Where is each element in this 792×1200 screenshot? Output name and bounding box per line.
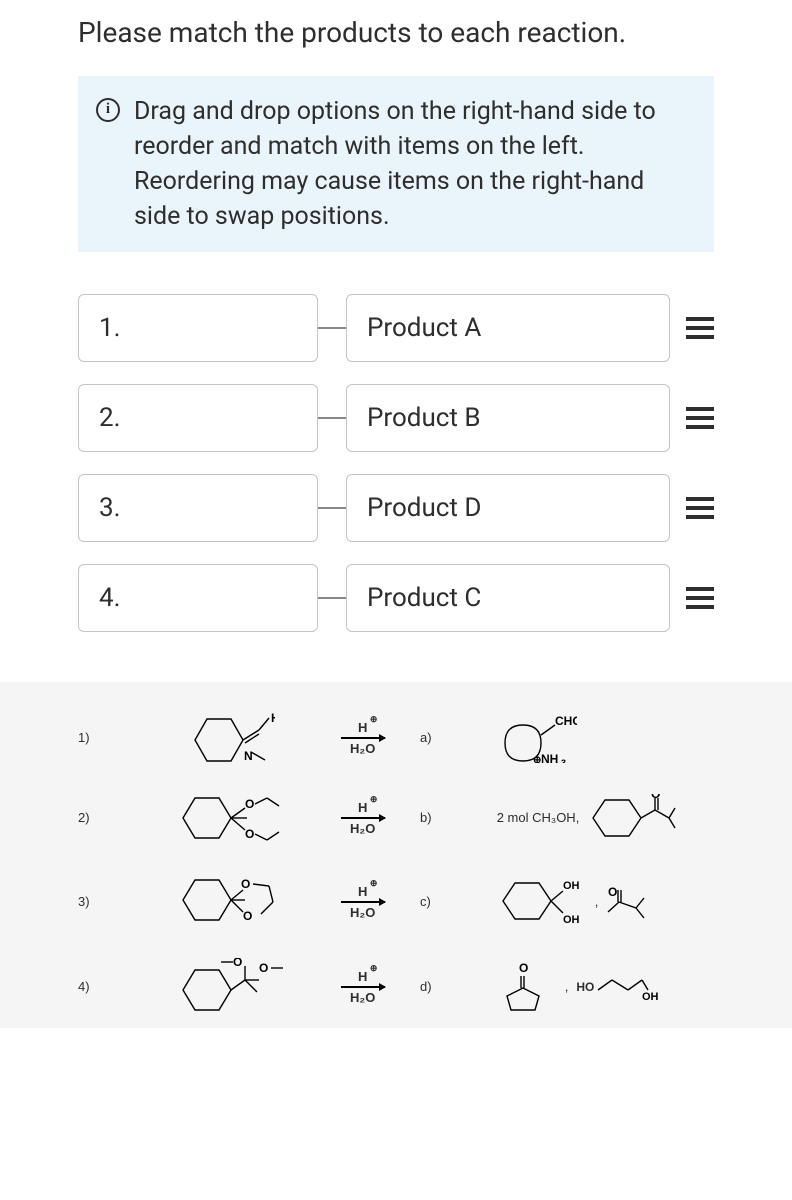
left-item-3: 3. <box>78 474 318 542</box>
connector-line <box>318 474 346 542</box>
instruction-text: Drag and drop options on the right-hand … <box>134 94 690 234</box>
drag-handle-icon[interactable] <box>670 474 714 542</box>
svg-text:O: O <box>245 827 254 841</box>
drag-handle-icon[interactable] <box>670 294 714 362</box>
svg-text:O: O <box>259 961 268 975</box>
right-item-product-d[interactable]: Product D <box>346 474 670 542</box>
right-item-product-a[interactable]: Product A <box>346 294 670 362</box>
drag-handle-icon[interactable] <box>670 564 714 632</box>
svg-text:CHO: CHO <box>555 714 577 728</box>
connector-line <box>318 564 346 632</box>
chem-reagent: H H₂O <box>319 720 406 756</box>
chemistry-reference: 1) H N H H₂O a) <box>0 682 792 1028</box>
svg-text:O: O <box>245 797 254 811</box>
match-row: 4. Product C <box>78 564 714 632</box>
svg-text:O: O <box>243 909 252 923</box>
connector-line <box>318 294 346 362</box>
chem-row-number: 1) <box>78 730 108 745</box>
svg-text:H: H <box>271 712 275 725</box>
svg-text:O: O <box>519 962 528 975</box>
chem-product-c: OH OH , O <box>497 875 714 929</box>
chem-product-letter: c) <box>420 894 446 909</box>
chem-product-a: CHO ⊕ NH 3 <box>497 713 714 763</box>
right-item-product-b[interactable]: Product B <box>346 384 670 452</box>
svg-text:O: O <box>651 794 660 801</box>
chem-structure-imine: H N <box>159 712 306 764</box>
svg-text:OH: OH <box>642 991 659 1003</box>
chem-reagent: H H₂O <box>319 800 406 836</box>
right-item-product-c[interactable]: Product C <box>346 564 670 632</box>
chem-row-number: 3) <box>78 894 108 909</box>
left-item-2: 2. <box>78 384 318 452</box>
chem-product-b: 2 mol CH₃OH, O <box>497 794 714 842</box>
svg-text:3: 3 <box>561 758 566 763</box>
svg-text:OH: OH <box>563 880 580 892</box>
svg-text:O: O <box>233 958 242 969</box>
chem-product-letter: d) <box>420 979 446 994</box>
drag-handle-icon[interactable] <box>670 384 714 452</box>
chem-product-letter: b) <box>420 810 446 825</box>
info-icon: i <box>96 98 120 122</box>
match-row: 1. Product A <box>78 294 714 362</box>
chem-row-number: 2) <box>78 810 108 825</box>
left-item-1: 1. <box>78 294 318 362</box>
match-row: 3. Product D <box>78 474 714 542</box>
chem-product-d: O , HO OH <box>497 962 714 1012</box>
svg-text:N: N <box>244 749 253 763</box>
chem-structure-cyclic-acetal: O O <box>159 872 306 932</box>
left-item-4: 4. <box>78 564 318 632</box>
question-title: Please match the products to each reacti… <box>78 14 714 52</box>
chem-row-number: 4) <box>78 979 108 994</box>
match-row: 2. Product B <box>78 384 714 452</box>
match-rows: 1. Product A 2. Product B 3. Product D 4… <box>78 294 714 632</box>
chem-structure-dimethyl-acetal: O O <box>159 958 306 1016</box>
svg-text:OH: OH <box>563 914 580 926</box>
chem-product-letter: a) <box>420 730 446 745</box>
connector-line <box>318 384 346 452</box>
svg-text:NH: NH <box>541 752 558 763</box>
svg-text:O: O <box>608 885 617 899</box>
chem-structure-acetal: O O <box>159 790 306 846</box>
chem-reagent: H H₂O <box>319 969 406 1005</box>
svg-text:O: O <box>241 877 250 891</box>
instruction-panel: i Drag and drop options on the right-han… <box>78 76 714 252</box>
chem-reagent: H H₂O <box>319 884 406 920</box>
